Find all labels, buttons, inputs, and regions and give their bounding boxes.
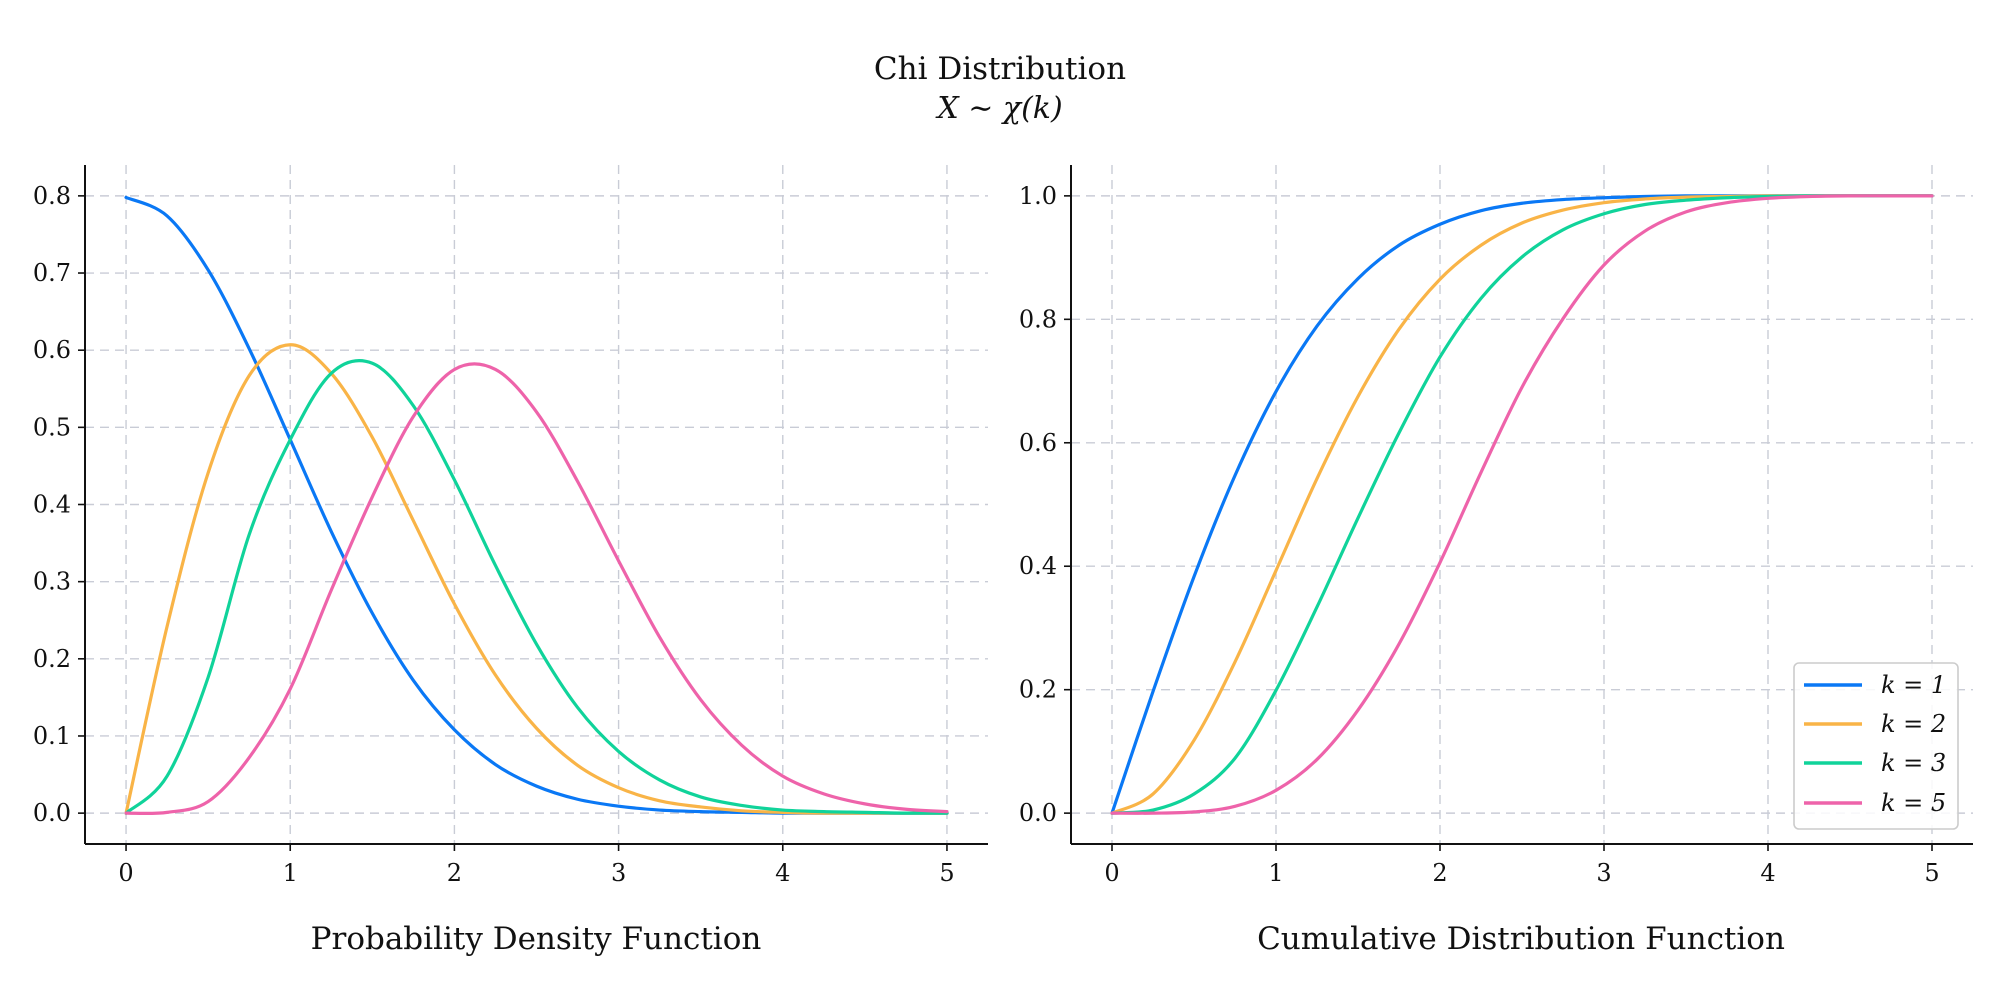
cdf-x-tick-label: 1 (1268, 859, 1283, 887)
pdf-curve-k5 (124, 362, 949, 816)
pdf-curve-k1 (124, 195, 949, 815)
cdf-y-tick-label: 0.0 (1019, 799, 1057, 827)
legend: k = 1 k = 2 k = 3 k = 5 (1793, 662, 1959, 830)
figure-title: Chi Distribution (874, 51, 1126, 87)
cdf-y-tick-label: 1.0 (1019, 182, 1057, 210)
legend-entry: k = 3 (1804, 749, 1946, 777)
pdf-x-tick-label: 1 (283, 859, 298, 887)
cdf-y-tick-label: 0.2 (1019, 676, 1057, 704)
pdf-y-tick-label: 0.4 (33, 491, 71, 519)
cdf-x-tick-label: 3 (1596, 859, 1611, 887)
cdf-x-tick-label: 2 (1432, 859, 1447, 887)
legend-entry: k = 1 (1804, 671, 1946, 699)
pdf-x-tick-label: 5 (939, 859, 954, 887)
pdf-panel: 0 1 2 3 4 5 0.0 0.1 0.2 0.3 0.4 0.5 0.6 0.7 0.8 Probab… (33, 165, 988, 957)
cdf-panel: 0 1 2 3 4 5 0.0 0.2 0.4 0.6 0.8 1.0 Cumulative Dist… (1019, 165, 1973, 957)
pdf-y-tick-label: 0.0 (33, 799, 71, 827)
legend-label-k5: k = 5 (1881, 789, 1946, 817)
pdf-y-tick-label: 0.7 (33, 259, 71, 287)
cdf-curve-k5 (1110, 194, 1934, 815)
cdf-panel-label: Cumulative Distribution Function (1257, 921, 1785, 957)
pdf-curve-k2 (124, 343, 949, 815)
cdf-x-tick-label: 4 (1760, 859, 1775, 887)
pdf-x-tick-label: 0 (118, 859, 133, 887)
cdf-y-tick-label: 0.4 (1019, 552, 1057, 580)
pdf-y-tick-label: 0.1 (33, 722, 71, 750)
pdf-y-tick-label: 0.3 (33, 568, 71, 596)
pdf-y-tick-label: 0.2 (33, 645, 71, 673)
pdf-y-tick-label: 0.8 (33, 182, 71, 210)
pdf-x-tick-label: 2 (447, 859, 462, 887)
legend-box (1793, 662, 1959, 830)
legend-label-k2: k = 2 (1881, 710, 1946, 738)
pdf-x-tick-label: 3 (611, 859, 626, 887)
pdf-y-tick-label: 0.5 (33, 413, 71, 441)
cdf-y-tick-label: 0.8 (1019, 305, 1057, 333)
figure-subtitle: X ∼ χ(k) (935, 91, 1062, 126)
cdf-x-tick-label: 0 (1104, 859, 1119, 887)
legend-label-k1: k = 1 (1881, 671, 1946, 699)
pdf-y-tick-label: 0.6 (33, 336, 71, 364)
pdf-panel-label: Probability Density Function (311, 921, 762, 957)
legend-label-k3: k = 3 (1881, 749, 1946, 777)
legend-entry: k = 2 (1804, 710, 1946, 738)
pdf-curve-k3 (124, 359, 949, 815)
cdf-y-tick-label: 0.6 (1019, 429, 1057, 457)
pdf-x-tick-label: 4 (775, 859, 790, 887)
cdf-x-tick-label: 5 (1924, 859, 1939, 887)
legend-entry: k = 5 (1804, 789, 1946, 817)
